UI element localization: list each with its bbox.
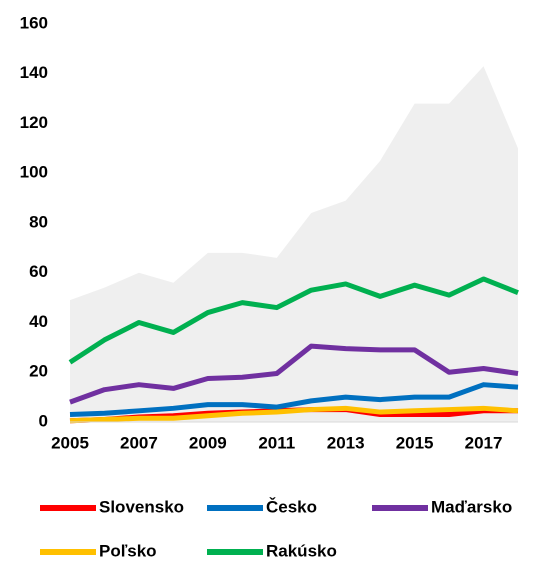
x-tick-label: 2015 [396, 433, 434, 452]
x-tick-label: 2017 [465, 433, 503, 452]
legend-label: Česko [266, 497, 317, 516]
x-tick-label: 2009 [189, 433, 227, 452]
line [69, 405, 519, 424]
y-tick-label: 60 [29, 262, 48, 281]
y-tick-label: 160 [20, 13, 48, 32]
legend-label: Poľsko [99, 541, 157, 560]
x-tick-label: 2011 [258, 433, 295, 452]
legend-label: Rakúsko [266, 541, 337, 560]
y-tick-label: 100 [20, 163, 48, 182]
line [69, 343, 519, 405]
y-tick-label: 140 [20, 63, 48, 82]
x-tick-label: 2007 [120, 433, 158, 452]
y-tick-label: 80 [29, 212, 48, 231]
legend-label: Slovensko [99, 497, 184, 516]
y-tick-label: 120 [20, 113, 48, 132]
x-tick-label: 2013 [327, 433, 365, 452]
area [70, 66, 518, 422]
legend-label: Maďarsko [431, 497, 512, 516]
y-tick-label: 20 [29, 362, 48, 381]
y-tick-label: 0 [39, 411, 48, 430]
line [68, 276, 519, 365]
line [69, 382, 519, 418]
y-tick-label: 40 [29, 312, 48, 331]
x-tick-label: 2005 [51, 433, 89, 452]
